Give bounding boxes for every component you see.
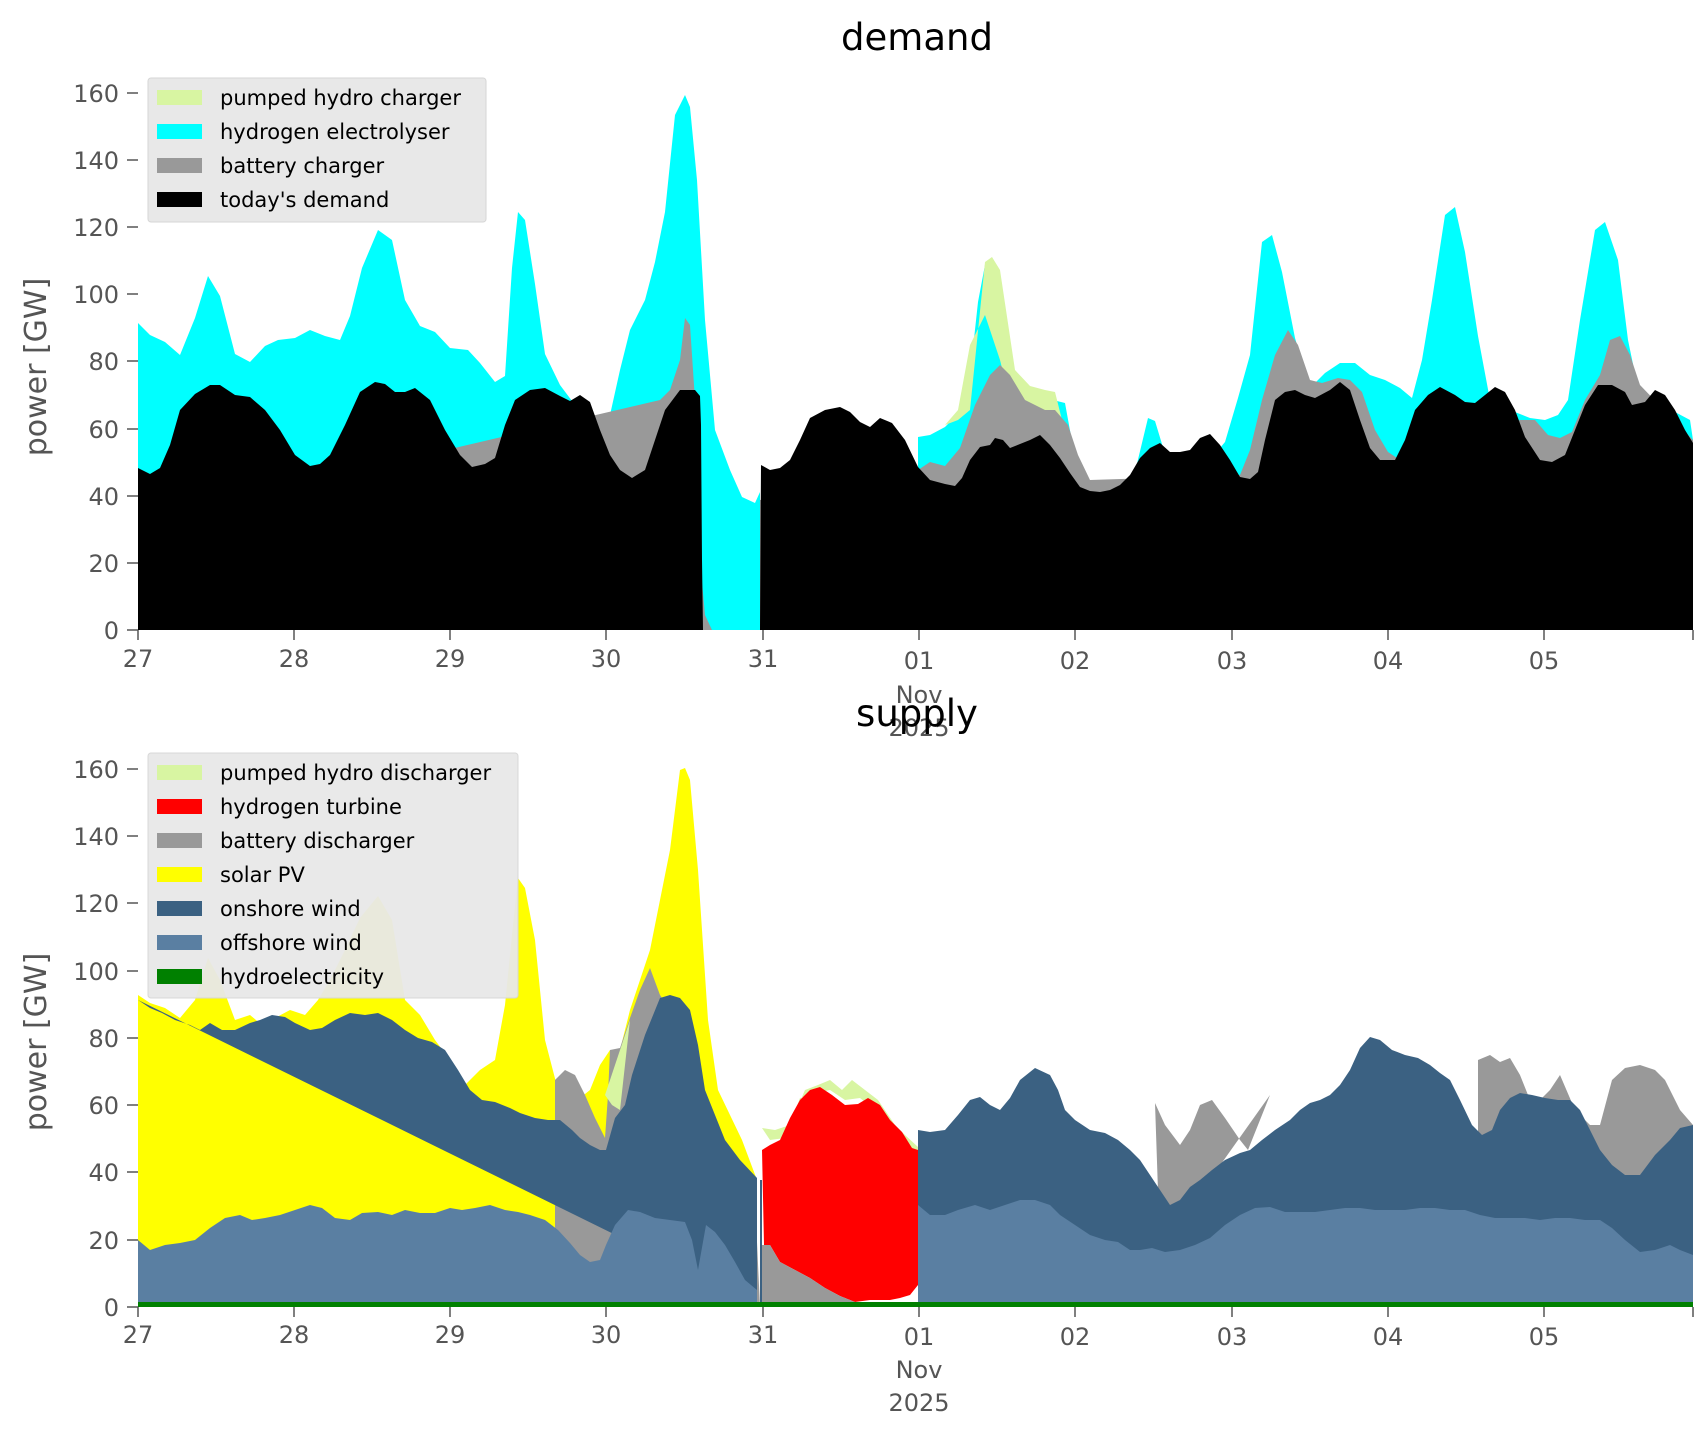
legend-swatch: [157, 192, 202, 207]
area-todays-demand: [138, 382, 1693, 630]
supply-xtick: 27: [123, 1321, 154, 1349]
legend-label: hydrogen turbine: [220, 795, 402, 819]
demand-ytick: 0: [104, 617, 119, 645]
supply-y-ticks: 0 20 40 60 80 100 120 140 160: [73, 756, 138, 1322]
demand-xtick: 02: [1060, 647, 1091, 675]
demand-y-ticks: 0 20 40 60 80 100 120 140 160: [73, 80, 138, 645]
supply-xtick: 04: [1373, 1323, 1404, 1351]
supply-ytick: 140: [73, 823, 119, 851]
legend-swatch: [157, 969, 202, 984]
supply-ytick: 60: [88, 1092, 119, 1120]
demand-ytick: 60: [88, 416, 119, 444]
demand-xtick-month: Nov: [896, 681, 943, 709]
supply-xtick: 01: [904, 1323, 935, 1351]
demand-xtick: 30: [591, 645, 622, 673]
demand-ytick: 80: [88, 348, 119, 376]
supply-xtick: 31: [748, 1321, 779, 1349]
supply-xtick: 05: [1529, 1323, 1560, 1351]
supply-x-ticks: 27 28 29 30 31 01 Nov 2025 02 03 04 05: [123, 1307, 1694, 1417]
supply-ytick: 80: [88, 1025, 119, 1053]
legend-label: offshore wind: [220, 931, 362, 955]
demand-areas: [138, 95, 1693, 630]
area-pumped-hydro-discharger: [605, 1020, 918, 1160]
demand-panel: demand power [GW] 0 20 40 60 80 100: [19, 16, 1694, 742]
demand-xtick: 28: [279, 645, 310, 673]
legend-label: pumped hydro discharger: [220, 761, 491, 785]
legend-swatch: [157, 158, 202, 173]
demand-ytick: 20: [88, 550, 119, 578]
demand-ytick: 120: [73, 214, 119, 242]
demand-ytick: 40: [88, 483, 119, 511]
demand-y-axis-label: power [GW]: [19, 278, 54, 457]
supply-ytick: 120: [73, 890, 119, 918]
legend-swatch: [157, 799, 202, 814]
demand-legend: pumped hydro charger hydrogen electrolys…: [147, 77, 487, 223]
demand-xtick: 31: [748, 645, 779, 673]
area-hydrogen-turbine: [762, 1087, 918, 1302]
demand-title: demand: [841, 16, 993, 59]
supply-ytick: 0: [104, 1294, 119, 1322]
demand-xtick: 29: [435, 645, 466, 673]
supply-ytick: 40: [88, 1159, 119, 1187]
supply-xtick: 03: [1217, 1323, 1248, 1351]
demand-xtick: 04: [1373, 647, 1404, 675]
legend-swatch: [157, 901, 202, 916]
demand-xtick: 03: [1217, 647, 1248, 675]
demand-xtick: 05: [1529, 647, 1560, 675]
supply-xtick: 28: [279, 1321, 310, 1349]
legend-swatch: [157, 124, 202, 139]
legend-label: hydroelectricity: [220, 965, 384, 989]
supply-title: supply: [856, 692, 978, 735]
legend-swatch: [157, 867, 202, 882]
supply-xtick-year: 2025: [888, 1389, 949, 1417]
supply-ytick: 160: [73, 756, 119, 784]
supply-ytick: 20: [88, 1227, 119, 1255]
legend-label: battery discharger: [220, 829, 415, 853]
demand-ytick: 140: [73, 147, 119, 175]
area-hydroelectricity: [138, 1302, 1693, 1307]
supply-xtick-month: Nov: [896, 1356, 943, 1384]
supply-xtick: 30: [591, 1321, 622, 1349]
legend-swatch: [157, 935, 202, 950]
area-pumped-hydro-charger: [918, 257, 1070, 445]
supply-ytick: 100: [73, 958, 119, 986]
supply-areas: [138, 768, 1693, 1307]
legend-label: solar PV: [220, 863, 305, 887]
demand-xtick-year: 2025: [888, 714, 949, 742]
legend-label: battery charger: [220, 154, 385, 178]
demand-ytick: 100: [73, 281, 119, 309]
area-battery-discharger-overnight-31: [762, 1245, 860, 1307]
demand-xtick: 27: [123, 645, 154, 673]
legend-swatch: [157, 90, 202, 105]
demand-ytick: 160: [73, 80, 119, 108]
supply-panel: supply power [GW] 0 20 40 60: [19, 692, 1694, 1417]
demand-xtick: 01: [904, 647, 935, 675]
legend-swatch: [157, 765, 202, 780]
supply-y-axis-label: power [GW]: [19, 953, 54, 1132]
legend-label: pumped hydro charger: [220, 86, 461, 110]
legend-swatch: [157, 833, 202, 848]
area-offshore-wind: [138, 1200, 1693, 1307]
supply-xtick: 02: [1060, 1323, 1091, 1351]
legend-label: hydrogen electrolyser: [220, 120, 450, 144]
demand-x-ticks: 27 28 29 30 31 01 Nov 2025 02 03 04 05: [123, 630, 1694, 742]
legend-label: today's demand: [220, 188, 389, 212]
supply-xtick: 29: [435, 1321, 466, 1349]
supply-legend: pumped hydro discharger hydrogen turbine…: [147, 752, 519, 999]
legend-label: onshore wind: [220, 897, 361, 921]
